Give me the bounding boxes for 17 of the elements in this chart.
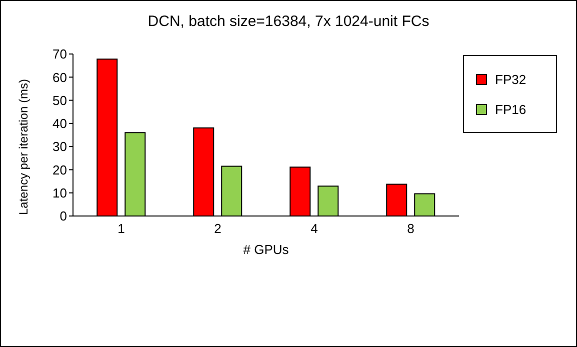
y-tick-label: 50 xyxy=(52,92,67,108)
legend-label: FP32 xyxy=(495,72,526,86)
y-tick-label: 20 xyxy=(52,162,67,178)
x-tick-label: 8 xyxy=(407,221,414,236)
x-axis-title: # GPUs xyxy=(243,242,290,257)
y-tick-label: 30 xyxy=(52,139,67,154)
y-tick-label: 60 xyxy=(52,70,67,85)
y-tick-label: 10 xyxy=(52,185,67,200)
chart-title: DCN, batch size=16384, 7x 1024-unit FCs xyxy=(146,13,430,30)
y-tick-label: 0 xyxy=(60,208,67,224)
x-tick-label: 1 xyxy=(118,221,125,236)
legend-label: FP16 xyxy=(495,102,526,116)
x-tick-label: 4 xyxy=(310,221,318,236)
x-tick-label: 2 xyxy=(214,221,222,236)
y-tick-label: 70 xyxy=(52,46,67,62)
y-axis-title: Latency per iteration (ms) xyxy=(16,78,30,215)
y-tick-label: 40 xyxy=(52,116,67,132)
